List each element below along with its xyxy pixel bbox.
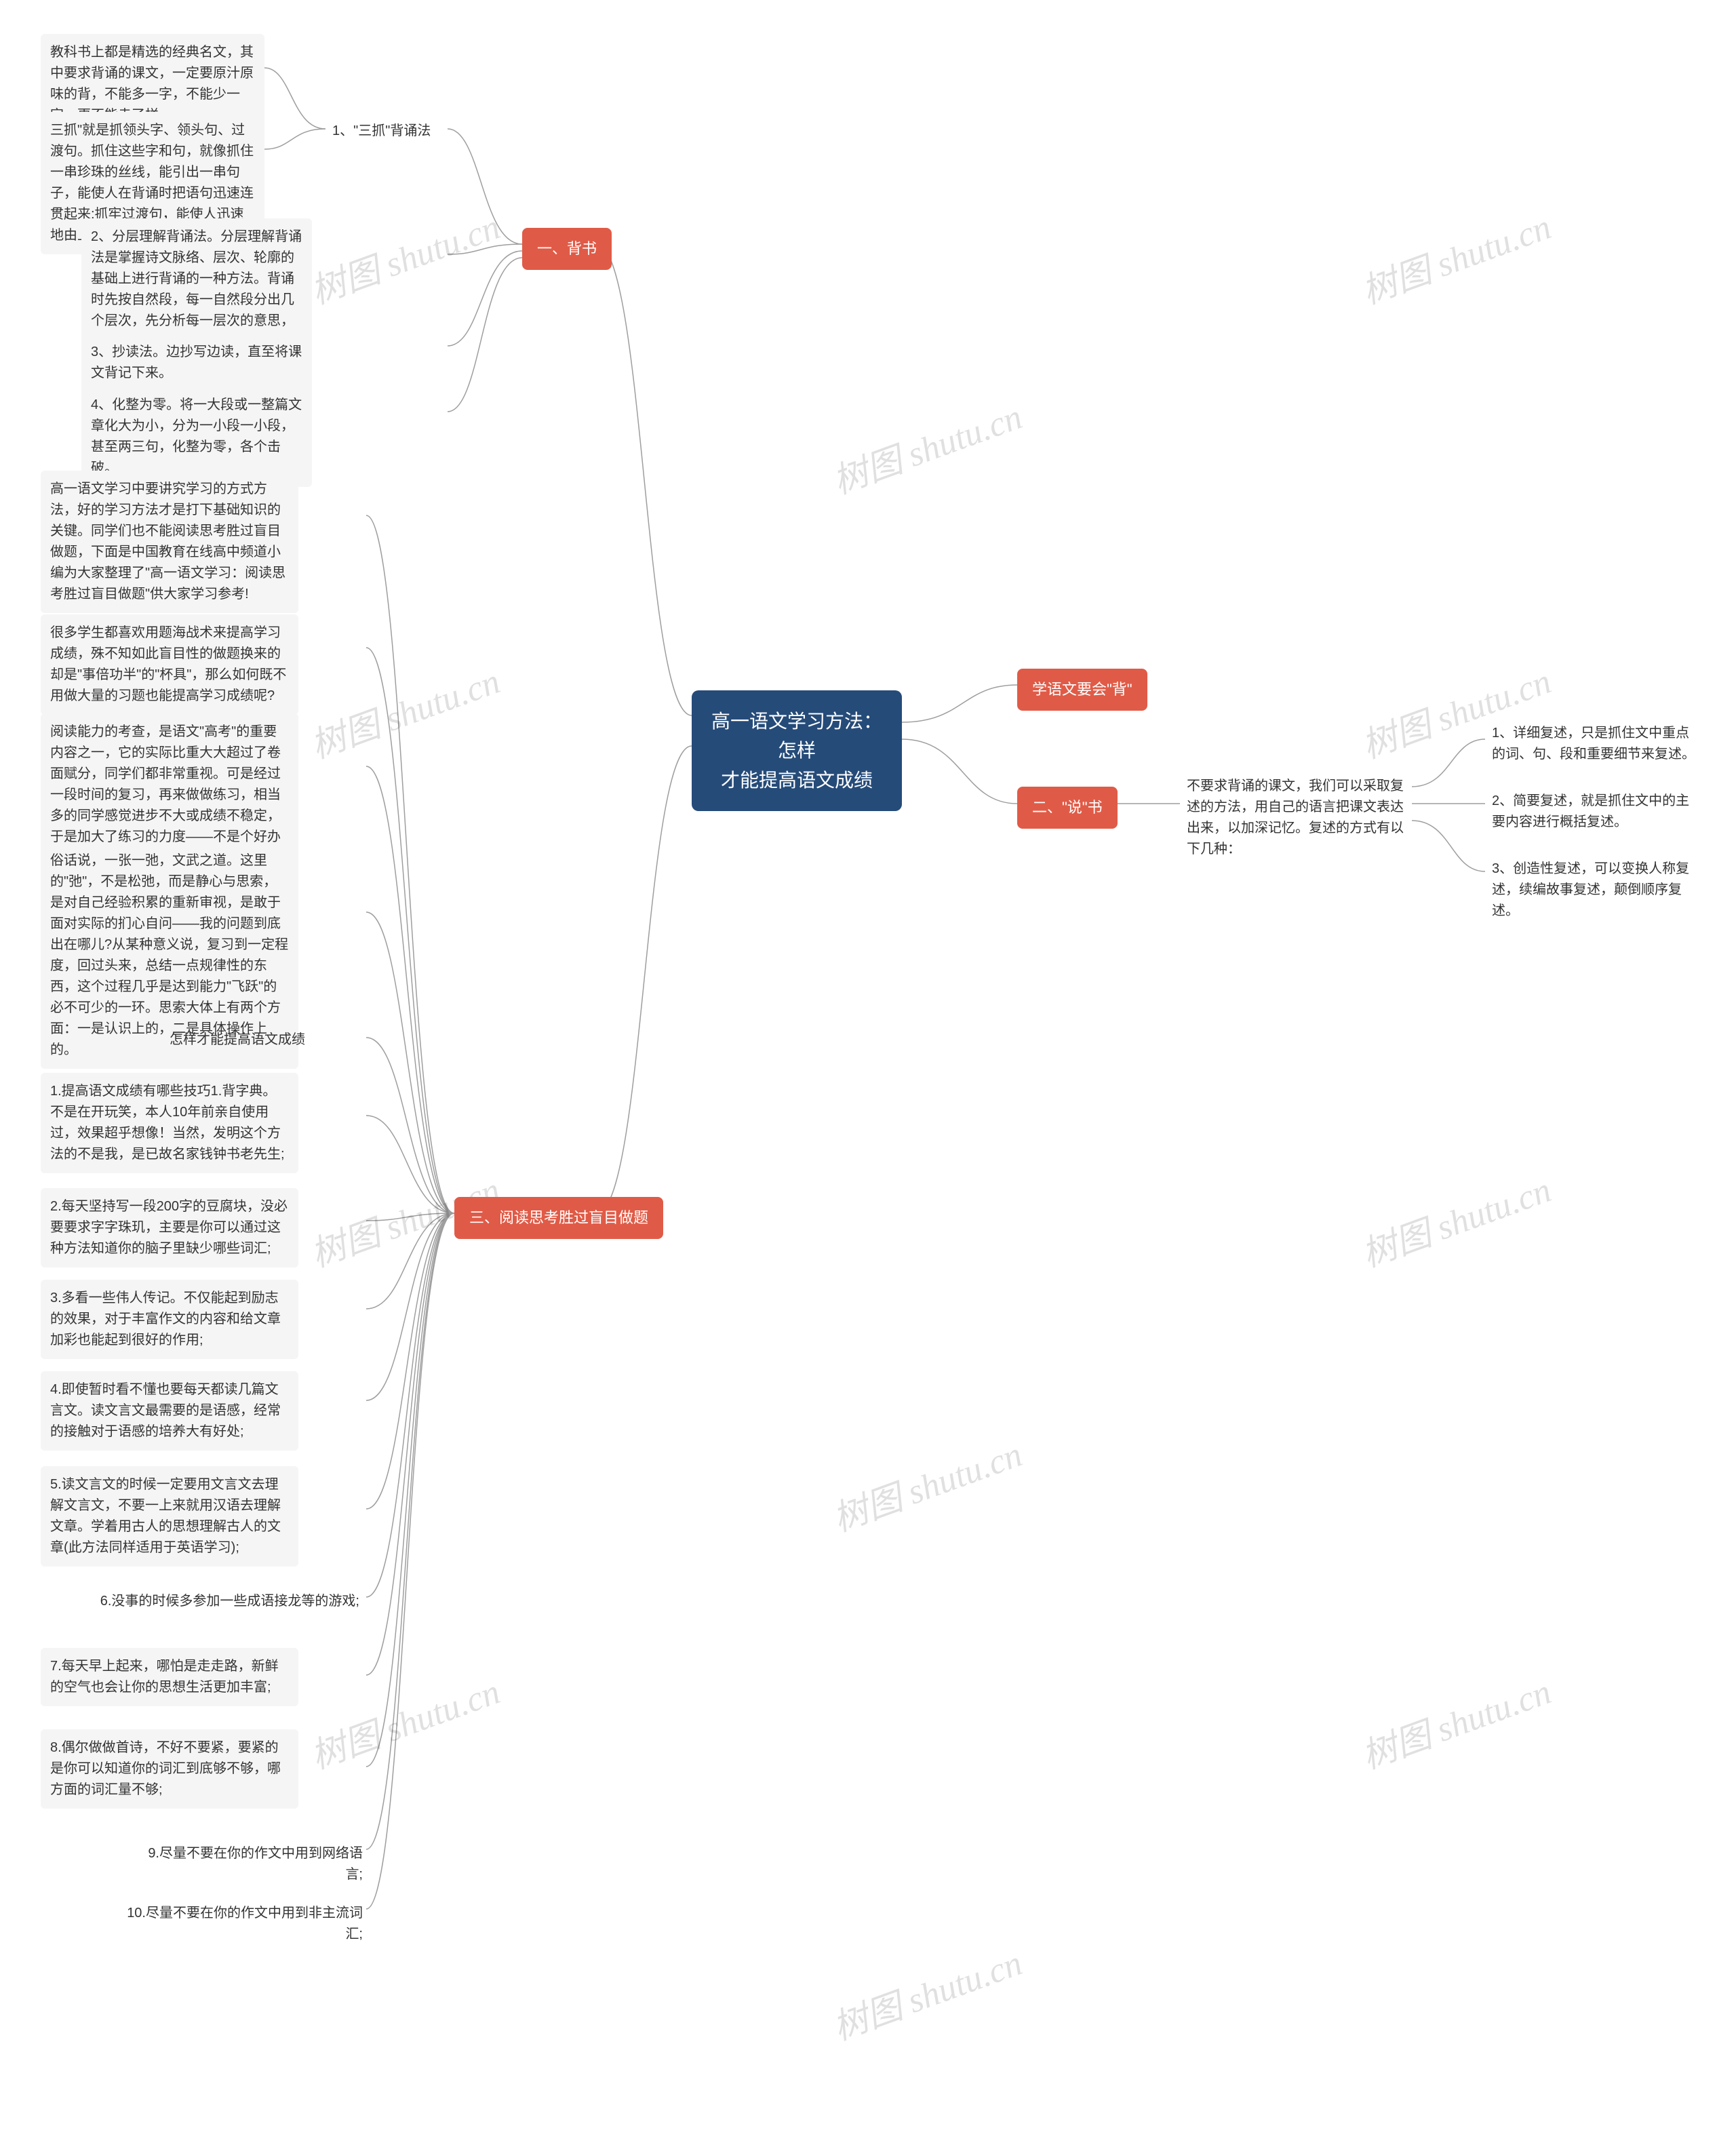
l3-p11: 7.每天早上起来，哪怕是走走路，新鲜的空气也会让你的思想生活更加丰富;	[41, 1648, 298, 1706]
l3-p14: 10.尽量不要在你的作文中用到非主流词汇;	[108, 1899, 370, 1949]
l3-p13: 9.尽量不要在你的作文中用到网络语言;	[129, 1839, 370, 1889]
watermark: 树图 shutu.cn	[302, 652, 506, 768]
l3-p7: 3.多看一些伟人传记。不仅能起到励志的效果，对于丰富作文的内容和给文章加彩也能起…	[41, 1280, 298, 1359]
l3-p5: 1.提高语文成绩有哪些技巧1.背字典。不是在开玩笑，本人10年前亲自使用过，效果…	[41, 1073, 298, 1173]
watermark: 树图 shutu.cn	[302, 198, 506, 313]
l1-s1-label: 1、"三抓"背诵法	[326, 117, 448, 146]
root-node: 高一语文学习方法：怎样 才能提高语文成绩	[692, 690, 902, 811]
watermark: 树图 shutu.cn	[825, 388, 1028, 503]
l3-p1: 很多学生都喜欢用题海战术来提高学习成绩，殊不知如此盲目性的做题换来的却是"事倍功…	[41, 614, 298, 715]
watermark: 树图 shutu.cn	[302, 1663, 506, 1778]
watermark: 树图 shutu.cn	[1354, 198, 1557, 313]
branch-r2: 二、"说"书	[1017, 787, 1118, 829]
l3-p9: 5.读文言文的时候一定要用文言文去理解文言文，不要一上来就用汉语去理解文章。学着…	[41, 1466, 298, 1567]
branch-l3: 三、阅读思考胜过盲目做题	[454, 1197, 663, 1239]
l3-p8: 4.即使暂时看不懂也要每天都读几篇文言文。读文言文最需要的是语感，经常的接触对于…	[41, 1371, 298, 1451]
r2-child-3: 3、创造性复述，可以变换人称复述，续编故事复述，颠倒顺序复述。	[1485, 854, 1709, 926]
watermark: 树图 shutu.cn	[1354, 1663, 1557, 1778]
watermark: 树图 shutu.cn	[825, 1425, 1028, 1541]
r2-child-2: 2、简要复述，就是抓住文中的主要内容进行概括复述。	[1485, 787, 1709, 837]
watermark: 树图 shutu.cn	[1354, 1161, 1557, 1276]
watermark: 树图 shutu.cn	[825, 1934, 1028, 2049]
l1-s3: 3、抄读法。边抄写边读，直至将课文背记下来。	[81, 334, 312, 392]
l3-p6: 2.每天坚持写一段200字的豆腐块，没必要要求字字珠玑，主要是你可以通过这种方法…	[41, 1188, 298, 1267]
l3-p10: 6.没事的时候多参加一些成语接龙等的游戏;	[75, 1587, 366, 1616]
r2-child-1: 1、详细复述，只是抓住文中重点的词、句、段和重要细节来复述。	[1485, 719, 1709, 769]
branch-r1: 学语文要会"背"	[1017, 669, 1147, 711]
root-line1: 高一语文学习方法：怎样	[708, 707, 886, 766]
l3-p0: 高一语文学习中要讲究学习的方式方法，好的学习方法才是打下基础知识的关键。同学们也…	[41, 471, 298, 613]
root-line2: 才能提高语文成绩	[708, 766, 886, 795]
l3-p12: 8.偶尔做做首诗，不好不要紧，要紧的是你可以知道你的词汇到底够不够，哪方面的词汇…	[41, 1729, 298, 1809]
branch-l1: 一、背书	[522, 228, 612, 270]
r2-desc: 不要求背诵的课文，我们可以采取复述的方法，用自己的语言把课文表达出来，以加深记忆…	[1180, 772, 1414, 864]
mindmap-stage: 高一语文学习方法：怎样 才能提高语文成绩 学语文要会"背" 二、"说"书 不要求…	[0, 0, 1736, 2145]
l3-p4: 怎样才能提高语文成绩	[163, 1025, 366, 1055]
